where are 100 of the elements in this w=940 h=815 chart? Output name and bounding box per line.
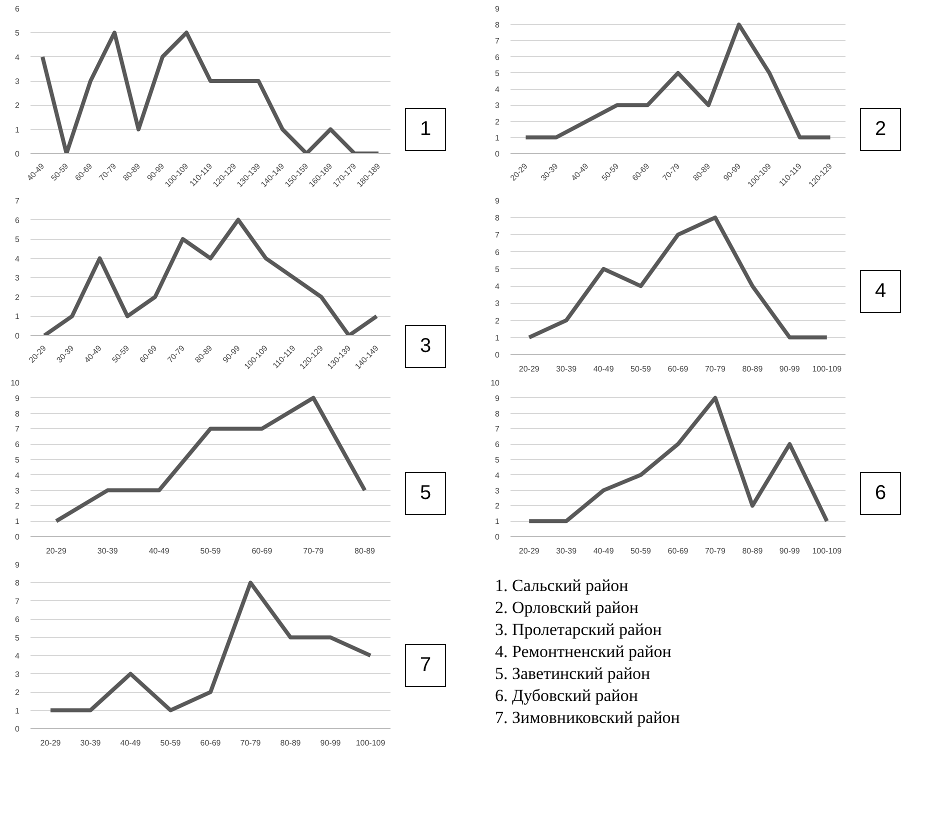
y-tick-label: 4 bbox=[495, 282, 500, 292]
y-tick-label: 2 bbox=[15, 292, 20, 302]
text: 4 bbox=[860, 270, 902, 313]
x-tick-label: 100-109 bbox=[812, 546, 842, 556]
x-tick-label: 50-59 bbox=[630, 364, 652, 374]
x-tick-label: 70-79 bbox=[240, 738, 262, 748]
x-tick-label: 40-49 bbox=[148, 546, 170, 556]
text: 7 bbox=[405, 644, 446, 687]
y-tick-label: 1 bbox=[495, 517, 500, 526]
x-tick-label: 90-99 bbox=[779, 364, 800, 374]
y-tick-label: 1 bbox=[15, 312, 20, 322]
y-tick-label: 7 bbox=[495, 230, 500, 240]
x-tick-label: 70-79 bbox=[704, 546, 726, 556]
y-tick-label: 2 bbox=[15, 502, 20, 511]
y-tick-label: 7 bbox=[15, 424, 20, 434]
y-tick-label: 5 bbox=[495, 68, 500, 78]
y-tick-label: 1 bbox=[15, 517, 20, 526]
y-tick-label: 0 bbox=[15, 150, 20, 158]
text: 2 bbox=[860, 108, 902, 151]
y-tick-label: 1 bbox=[495, 333, 500, 342]
y-tick-label: 6 bbox=[15, 4, 20, 14]
y-tick-label: 3 bbox=[15, 274, 20, 283]
x-tick-label: 80-89 bbox=[742, 364, 764, 374]
x-tick-label: 100-109 bbox=[812, 364, 842, 374]
y-tick-label: 2 bbox=[15, 688, 20, 698]
y-tick-label: 0 bbox=[495, 532, 500, 542]
y-tick-label: 3 bbox=[15, 670, 20, 679]
y-tick-label: 7 bbox=[495, 36, 500, 46]
x-tick-label: 60-69 bbox=[668, 364, 689, 374]
text: 7. Зимовниковский район bbox=[495, 707, 680, 729]
y-tick-label: 4 bbox=[495, 85, 500, 94]
y-tick-label: 8 bbox=[15, 409, 20, 418]
text: 5. Заветинский район bbox=[495, 663, 652, 685]
text: 1 bbox=[405, 108, 446, 151]
x-tick-label: 40-49 bbox=[593, 364, 614, 374]
x-tick-label: 50-59 bbox=[630, 546, 652, 556]
x-tick-label: 70-79 bbox=[303, 546, 324, 556]
y-tick-label: 1 bbox=[15, 125, 20, 134]
y-tick-label: 6 bbox=[495, 440, 500, 450]
y-tick-label: 7 bbox=[495, 424, 500, 434]
x-tick-label: 20-29 bbox=[40, 738, 62, 748]
y-tick-label: 5 bbox=[495, 456, 500, 464]
x-tick-label: 50-59 bbox=[200, 546, 222, 556]
y-tick-label: 9 bbox=[495, 4, 500, 14]
x-tick-label: 40-49 bbox=[593, 546, 614, 556]
y-tick-label: 6 bbox=[15, 615, 20, 624]
y-tick-label: 9 bbox=[15, 560, 20, 570]
y-tick-label: 9 bbox=[15, 394, 20, 403]
text: 6 bbox=[860, 472, 902, 515]
y-tick-label: 8 bbox=[495, 214, 500, 223]
x-tick-label: 20-29 bbox=[518, 546, 540, 556]
y-tick-label: 2 bbox=[15, 101, 20, 110]
x-tick-label: 30-39 bbox=[80, 738, 102, 748]
x-tick-label: 30-39 bbox=[97, 546, 118, 556]
x-tick-label: 60-69 bbox=[200, 738, 222, 748]
x-tick-label: 90-99 bbox=[779, 546, 800, 556]
y-tick-label: 8 bbox=[15, 578, 20, 588]
y-tick-label: 5 bbox=[15, 456, 20, 464]
x-tick-label: 30-39 bbox=[556, 546, 578, 556]
y-tick-label: 4 bbox=[15, 652, 20, 661]
x-tick-label: 60-69 bbox=[668, 546, 689, 556]
x-tick-label: 80-89 bbox=[742, 546, 764, 556]
y-tick-label: 3 bbox=[495, 101, 500, 110]
y-tick-label: 2 bbox=[495, 316, 500, 326]
y-tick-label: 4 bbox=[15, 470, 20, 480]
x-tick-label: 80-89 bbox=[354, 546, 376, 556]
y-tick-label: 5 bbox=[15, 28, 20, 38]
y-tick-label: 0 bbox=[15, 332, 20, 340]
y-tick-label: 4 bbox=[15, 52, 20, 62]
y-tick-label: 6 bbox=[15, 216, 20, 225]
y-tick-label: 10 bbox=[490, 378, 500, 388]
text: 3 bbox=[405, 325, 446, 368]
y-tick-label: 0 bbox=[495, 350, 500, 360]
y-tick-label: 5 bbox=[495, 264, 500, 274]
y-tick-label: 4 bbox=[495, 470, 500, 480]
y-tick-label: 7 bbox=[15, 596, 20, 606]
x-tick-label: 90-99 bbox=[320, 738, 342, 748]
y-tick-label: 7 bbox=[15, 196, 20, 206]
y-tick-label: 10 bbox=[10, 378, 20, 388]
y-tick-label: 3 bbox=[495, 299, 500, 308]
y-tick-label: 5 bbox=[15, 633, 20, 642]
text: 6. Дубовский район bbox=[495, 685, 639, 707]
y-tick-label: 2 bbox=[495, 502, 500, 511]
x-tick-label: 60-69 bbox=[252, 546, 273, 556]
y-tick-label: 3 bbox=[15, 77, 20, 86]
y-tick-label: 3 bbox=[15, 486, 20, 496]
y-tick-label: 5 bbox=[15, 235, 20, 244]
y-tick-label: 8 bbox=[495, 409, 500, 418]
text: 5 bbox=[405, 472, 446, 515]
x-tick-label: 80-89 bbox=[280, 738, 302, 748]
y-tick-label: 0 bbox=[495, 150, 500, 158]
y-tick-label: 9 bbox=[495, 394, 500, 403]
y-tick-label: 9 bbox=[495, 196, 500, 206]
x-tick-label: 70-79 bbox=[704, 364, 726, 374]
text: 1. Сальский район bbox=[495, 575, 630, 597]
x-tick-label: 50-59 bbox=[160, 738, 182, 748]
y-tick-label: 4 bbox=[15, 254, 20, 264]
y-tick-label: 6 bbox=[495, 248, 500, 257]
y-tick-label: 0 bbox=[15, 724, 20, 734]
y-tick-label: 1 bbox=[495, 133, 500, 142]
